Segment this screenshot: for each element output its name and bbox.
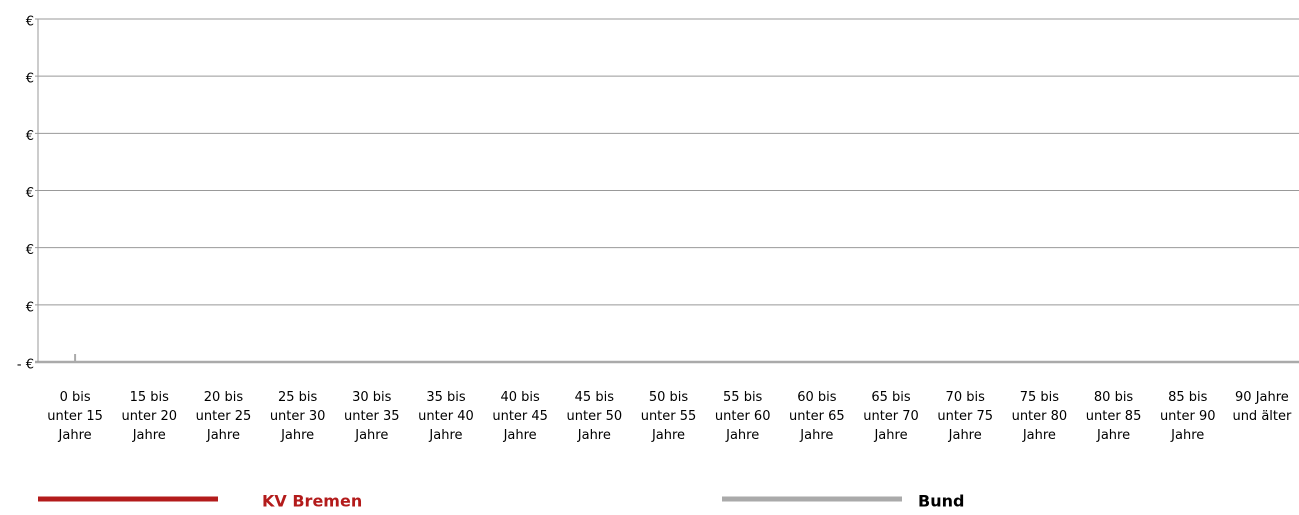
x-tick-label-line: 65 bis — [871, 390, 911, 405]
x-tick-label-line: 50 bis — [649, 390, 689, 405]
x-tick-label-line: 40 bis — [500, 390, 540, 405]
x-tick-label-line: unter 60 — [715, 409, 771, 424]
x-tick-label-line: 25 bis — [278, 390, 318, 405]
y-tick-label: € — [26, 129, 34, 144]
x-tick-label-line: 70 bis — [946, 390, 986, 405]
x-tick-label: 15 bis unter 20 Jahre — [121, 390, 177, 443]
x-tick-label-line: 15 bis — [130, 390, 170, 405]
x-tick-label-line: unter 80 — [1012, 409, 1068, 424]
x-tick-label-line: 0 bis — [60, 390, 91, 405]
x-tick-label: 45 bis unter 50 Jahre — [567, 390, 623, 443]
x-tick-label-line: unter 55 — [641, 409, 697, 424]
x-tick-label: 65 bis unter 70 Jahre — [863, 390, 919, 443]
x-tick-label-line: Jahre — [206, 428, 240, 443]
x-tick-label-line: Jahre — [428, 428, 462, 443]
x-tick-label-line: Jahre — [725, 428, 759, 443]
x-tick-label-line: unter 90 — [1160, 409, 1216, 424]
x-tick-label-line: unter 40 — [418, 409, 474, 424]
x-tick-label: 0 bis unter 15 Jahre — [47, 390, 103, 443]
x-tick-label: 60 bis unter 65 Jahre — [789, 390, 845, 443]
x-tick-label: 25 bis unter 30 Jahre — [270, 390, 326, 443]
legend-label: KV Bremen — [262, 492, 362, 511]
x-tick-label-line: Jahre — [354, 428, 388, 443]
x-tick-label: 55 bis unter 60 Jahre — [715, 390, 771, 443]
x-tick-label-line: Jahre — [58, 428, 92, 443]
x-tick-label-line: unter 85 — [1086, 409, 1142, 424]
x-tick-label: 50 bis unter 55 Jahre — [641, 390, 697, 443]
x-tick-label-line: Jahre — [132, 428, 166, 443]
x-tick-label-line: 45 bis — [575, 390, 615, 405]
x-tick-label: 30 bis unter 35 Jahre — [344, 390, 400, 443]
x-tick-label-line: unter 30 — [270, 409, 326, 424]
x-tick-label-line: 55 bis — [723, 390, 763, 405]
x-tick-label-line: 30 bis — [352, 390, 392, 405]
x-tick-label-line: und älter — [1232, 409, 1292, 424]
x-tick-label-line: unter 25 — [196, 409, 252, 424]
y-tick-label: € — [26, 15, 34, 30]
x-tick-label-line: unter 15 — [47, 409, 103, 424]
x-tick-label-line: 75 bis — [1020, 390, 1060, 405]
y-tick-label: € — [26, 300, 34, 315]
x-tick-label-line: unter 20 — [121, 409, 177, 424]
x-tick-label-line: 35 bis — [426, 390, 466, 405]
x-tick-label-line: 90 Jahre — [1235, 390, 1289, 405]
x-tick-label-line: Jahre — [1022, 428, 1056, 443]
x-tick-label: 75 bis unter 80 Jahre — [1012, 390, 1068, 443]
x-tick-label-line: 60 bis — [797, 390, 837, 405]
x-tick-label-line: Jahre — [577, 428, 611, 443]
y-tick-label: € — [26, 72, 34, 87]
x-tick-label: 40 bis unter 45 Jahre — [492, 390, 548, 443]
y-tick-label: - € — [17, 358, 34, 373]
x-tick-label: 90 Jahre und älter — [1232, 390, 1292, 424]
x-tick-label-line: Jahre — [873, 428, 907, 443]
x-tick-label-line: 20 bis — [204, 390, 244, 405]
x-tick-label-line: unter 75 — [937, 409, 993, 424]
x-tick-label-line: unter 70 — [863, 409, 919, 424]
y-tick-label: € — [26, 243, 34, 258]
x-tick-label-line: Jahre — [280, 428, 314, 443]
x-tick-label: 35 bis unter 40 Jahre — [418, 390, 474, 443]
x-tick-label-line: Jahre — [651, 428, 685, 443]
x-tick-label: 85 bis unter 90 Jahre — [1160, 390, 1216, 443]
x-tick-label-line: Jahre — [1096, 428, 1130, 443]
x-tick-label-line: unter 35 — [344, 409, 400, 424]
x-tick-label-line: Jahre — [799, 428, 833, 443]
x-tick-label-line: Jahre — [948, 428, 982, 443]
x-tick-label-line: 80 bis — [1094, 390, 1134, 405]
x-tick-label-line: unter 50 — [567, 409, 623, 424]
x-tick-label-line: unter 45 — [492, 409, 548, 424]
x-tick-label-line: Jahre — [1170, 428, 1204, 443]
x-tick-label-line: Jahre — [503, 428, 537, 443]
x-tick-label-line: unter 65 — [789, 409, 845, 424]
x-tick-label: 70 bis unter 75 Jahre — [937, 390, 993, 443]
legend-label: Bund — [918, 492, 964, 511]
x-tick-label: 20 bis unter 25 Jahre — [196, 390, 252, 443]
x-tick-label: 80 bis unter 85 Jahre — [1086, 390, 1142, 443]
x-tick-label-line: 85 bis — [1168, 390, 1208, 405]
y-tick-label: € — [26, 186, 34, 201]
